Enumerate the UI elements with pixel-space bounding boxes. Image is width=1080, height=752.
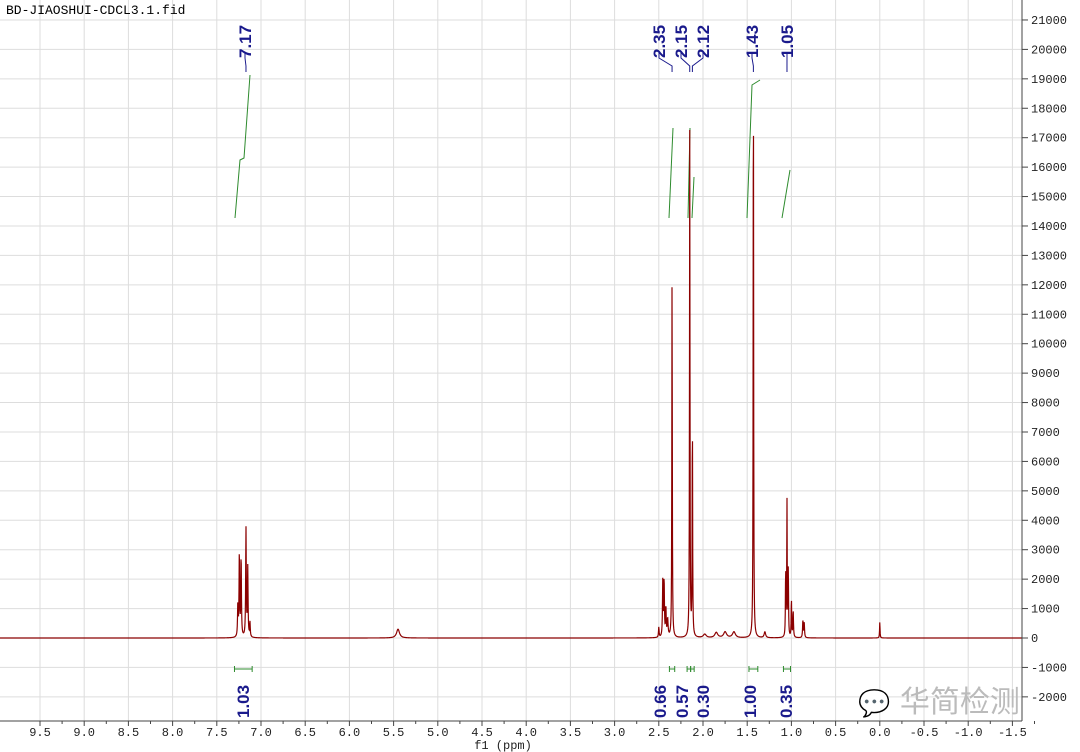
integral-value: 0.66 [651, 685, 670, 718]
y-tick-label: 4000 [1031, 514, 1060, 528]
axes: 9.5 9.0 8.5 8.0 7.5 7.0 6.5 6.0 5.5 5.0 4.5 4.0 3.5 3… [0, 0, 1067, 740]
x-tick-label: -0.5 [910, 726, 939, 740]
integral-bracket [748, 666, 759, 672]
y-tick-label: 11000 [1031, 308, 1067, 322]
integral-value: 1.03 [234, 685, 253, 718]
x-tick-label: 6.5 [294, 726, 316, 740]
x-tick-label: -1.5 [998, 726, 1027, 740]
y-tick-label: 9000 [1031, 367, 1060, 381]
peak-labels: 7.17 2.35 2.15 2.12 1.43 1.05 1.03 0.66 0.57 0.30… [234, 25, 797, 718]
peak-label-connector [691, 52, 704, 72]
integral-curve [234, 74, 251, 219]
x-tick-label: 3.0 [604, 726, 626, 740]
y-tick-label: 13000 [1031, 249, 1067, 263]
x-axis-label: f1 (ppm) [474, 739, 532, 752]
spectrum-line [0, 130, 1022, 639]
y-tick-label: 14000 [1031, 220, 1067, 234]
integral-bracket [782, 666, 792, 672]
integral-curves [233, 74, 792, 672]
integral-curve [746, 79, 761, 219]
integral-value: 0.30 [694, 685, 713, 718]
x-tick-label: 5.5 [383, 726, 405, 740]
integral-bracket [668, 666, 676, 672]
integral-curve [781, 169, 791, 219]
y-tick-label: 18000 [1031, 102, 1067, 116]
y-tick-label: 7000 [1031, 426, 1060, 440]
chart-title: BD-JIAOSHUI-CDCL3.1.fid [6, 3, 186, 18]
y-tick-label: 2000 [1031, 573, 1060, 587]
integral-curve [668, 127, 674, 219]
x-tick-label: 0.0 [869, 726, 891, 740]
x-tick-label: 7.5 [206, 726, 228, 740]
x-tick-label: 9.0 [73, 726, 95, 740]
peak-label: 7.17 [236, 25, 255, 58]
x-tick-label: 9.5 [29, 726, 51, 740]
y-tick-label: 5000 [1031, 485, 1060, 499]
integral-bracket [686, 666, 692, 672]
peak-label: 2.35 [650, 25, 669, 58]
peak-label-connector [244, 52, 247, 72]
peak-label-connector [658, 52, 673, 72]
x-tick-label: 4.5 [471, 726, 493, 740]
y-tick-label: 20000 [1031, 43, 1067, 57]
y-tick-label: 10000 [1031, 338, 1067, 352]
y-tick-label: 12000 [1031, 279, 1067, 293]
y-tick-label: 16000 [1031, 161, 1067, 175]
peak-label: 2.15 [672, 25, 691, 58]
integral-value: 0.35 [777, 685, 796, 718]
x-tick-label: 0.5 [825, 726, 847, 740]
x-tick-label: -1.0 [954, 726, 983, 740]
x-tick-label: 2.5 [648, 726, 670, 740]
x-tick-label: 8.5 [118, 726, 140, 740]
y-tick-label: 15000 [1031, 191, 1067, 205]
x-tick-label: 3.5 [560, 726, 582, 740]
integral-value: 0.57 [673, 685, 692, 718]
peak-label: 1.43 [743, 25, 762, 58]
y-tick-label: 1000 [1031, 603, 1060, 617]
wechat-icon: 💬 [858, 689, 891, 719]
x-tick-label: 7.0 [250, 726, 272, 740]
x-tick-label: 5.0 [427, 726, 449, 740]
y-tick-label: 19000 [1031, 73, 1067, 87]
x-tick-label: 4.0 [515, 726, 537, 740]
watermark: 💬 华简检测 [858, 686, 1020, 721]
peak-label: 1.05 [778, 25, 797, 58]
y-tick-label: 8000 [1031, 397, 1060, 411]
y-tick-label: -2000 [1031, 691, 1067, 705]
peak-label: 2.12 [694, 25, 713, 58]
y-tick-label: -1000 [1031, 661, 1067, 675]
y-tick-label: 0 [1031, 632, 1038, 646]
x-tick-label: 8.0 [162, 726, 184, 740]
y-tick-label: 6000 [1031, 455, 1060, 469]
x-tick-label: 2.0 [692, 726, 714, 740]
integral-value: 1.00 [741, 685, 760, 718]
x-tick-label: 6.0 [339, 726, 361, 740]
watermark-text: 华简检测 [899, 685, 1020, 720]
y-tick-label: 17000 [1031, 132, 1067, 146]
integral-bracket [690, 666, 695, 672]
integral-curve [691, 176, 695, 219]
y-tick-label: 21000 [1031, 14, 1067, 28]
peak-label-connector [680, 52, 691, 72]
y-tick-label: 3000 [1031, 544, 1060, 558]
grid [0, 0, 1022, 721]
x-tick-label: 1.5 [736, 726, 758, 740]
x-tick-label: 1.0 [781, 726, 803, 740]
integral-bracket [233, 666, 253, 672]
peak-label-connector [751, 52, 754, 72]
